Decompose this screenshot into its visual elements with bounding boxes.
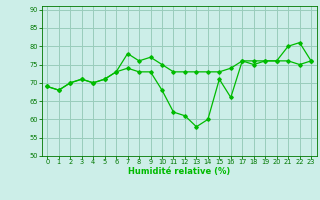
- X-axis label: Humidité relative (%): Humidité relative (%): [128, 167, 230, 176]
